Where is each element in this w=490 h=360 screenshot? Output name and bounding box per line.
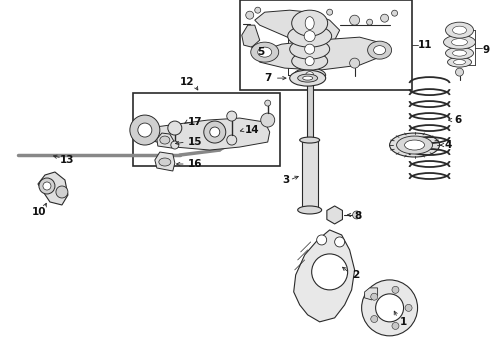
Text: 12: 12 [180,77,195,87]
Polygon shape [138,118,270,150]
Circle shape [312,254,347,290]
Circle shape [265,100,270,106]
Circle shape [171,141,179,149]
Ellipse shape [445,47,473,59]
Ellipse shape [305,17,314,30]
Ellipse shape [447,57,471,67]
Text: 8: 8 [355,211,362,221]
Ellipse shape [159,158,171,166]
Circle shape [130,115,160,145]
Ellipse shape [292,10,328,36]
Circle shape [255,7,261,13]
Ellipse shape [298,74,318,82]
Ellipse shape [290,70,326,86]
Bar [133,93,280,166]
Text: 17: 17 [188,117,202,127]
Bar [240,0,412,90]
Circle shape [261,113,275,127]
Polygon shape [252,37,390,70]
Ellipse shape [396,136,433,154]
Ellipse shape [306,72,314,78]
Polygon shape [365,288,378,300]
Circle shape [456,68,464,76]
Circle shape [353,211,361,219]
Text: 5: 5 [257,47,265,57]
Circle shape [210,127,220,137]
Circle shape [376,294,404,322]
Ellipse shape [258,47,272,57]
Circle shape [367,19,372,25]
Ellipse shape [292,52,328,70]
Circle shape [246,11,254,19]
Polygon shape [38,172,68,205]
Circle shape [350,58,360,68]
Circle shape [227,135,237,145]
Circle shape [39,178,55,194]
Circle shape [405,304,412,311]
Ellipse shape [288,25,332,47]
Text: 10: 10 [32,207,47,217]
Text: 7: 7 [264,73,272,83]
Circle shape [335,237,344,247]
Circle shape [362,280,417,336]
Circle shape [392,323,399,329]
Ellipse shape [445,22,473,38]
Circle shape [317,235,327,245]
Ellipse shape [453,50,466,56]
Ellipse shape [290,39,330,59]
Circle shape [168,121,182,135]
Circle shape [350,15,360,25]
Circle shape [327,9,333,15]
Polygon shape [242,25,260,47]
Text: 11: 11 [417,40,432,50]
Text: 15: 15 [188,137,202,147]
Circle shape [371,315,378,323]
Circle shape [227,111,237,121]
Polygon shape [155,152,175,171]
Circle shape [371,293,378,300]
Text: 2: 2 [352,270,359,280]
Ellipse shape [305,57,314,66]
Ellipse shape [300,137,319,143]
Circle shape [204,121,226,143]
Ellipse shape [405,140,424,150]
Ellipse shape [303,76,313,80]
Text: 9: 9 [483,45,490,55]
Circle shape [56,186,68,198]
Polygon shape [157,133,174,148]
Bar [307,80,313,140]
Circle shape [381,14,389,22]
Polygon shape [294,230,355,322]
Ellipse shape [305,44,315,54]
Ellipse shape [451,39,467,46]
Circle shape [138,123,152,137]
Ellipse shape [294,68,326,82]
Text: 3: 3 [283,175,290,185]
Circle shape [43,182,51,190]
Text: 16: 16 [188,159,202,169]
Ellipse shape [373,46,386,55]
Text: 14: 14 [245,125,259,135]
Text: 6: 6 [455,115,462,125]
Ellipse shape [251,42,279,62]
Ellipse shape [298,206,321,214]
Ellipse shape [443,35,475,49]
Ellipse shape [368,41,392,59]
Ellipse shape [453,26,466,34]
Circle shape [392,10,397,16]
Ellipse shape [390,133,440,157]
Ellipse shape [160,136,170,144]
Text: 13: 13 [60,155,74,165]
Ellipse shape [454,60,465,65]
Text: 1: 1 [399,317,407,327]
Text: 4: 4 [444,140,452,150]
Ellipse shape [304,31,315,42]
Polygon shape [255,10,340,42]
Circle shape [392,286,399,293]
Bar [302,140,318,210]
